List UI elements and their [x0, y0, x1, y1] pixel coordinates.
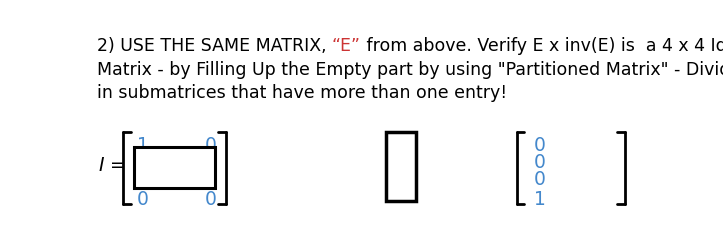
- Text: 2) USE THE SAME MATRIX,: 2) USE THE SAME MATRIX,: [97, 37, 332, 56]
- Text: 1: 1: [137, 136, 149, 155]
- Text: in submatrices that have more than one entry!: in submatrices that have more than one e…: [97, 84, 507, 102]
- Text: I: I: [98, 156, 103, 175]
- Text: “E”: “E”: [332, 37, 361, 56]
- Bar: [134, 147, 215, 187]
- Text: 0: 0: [205, 136, 217, 155]
- Text: 0: 0: [534, 153, 546, 172]
- Bar: [386, 132, 416, 201]
- Text: 0: 0: [205, 190, 217, 209]
- Text: 0: 0: [534, 136, 546, 155]
- Text: 1: 1: [534, 190, 546, 209]
- Text: Matrix - by Filling Up the Empty part by using "Partitioned Matrix" - Divide mat: Matrix - by Filling Up the Empty part by…: [97, 61, 723, 79]
- Text: from above. Verify E x inv(E) is  a 4 x 4 Identity: from above. Verify E x inv(E) is a 4 x 4…: [361, 37, 723, 56]
- Text: =: =: [110, 156, 126, 175]
- Text: 0: 0: [534, 170, 546, 189]
- Text: 0: 0: [137, 190, 149, 209]
